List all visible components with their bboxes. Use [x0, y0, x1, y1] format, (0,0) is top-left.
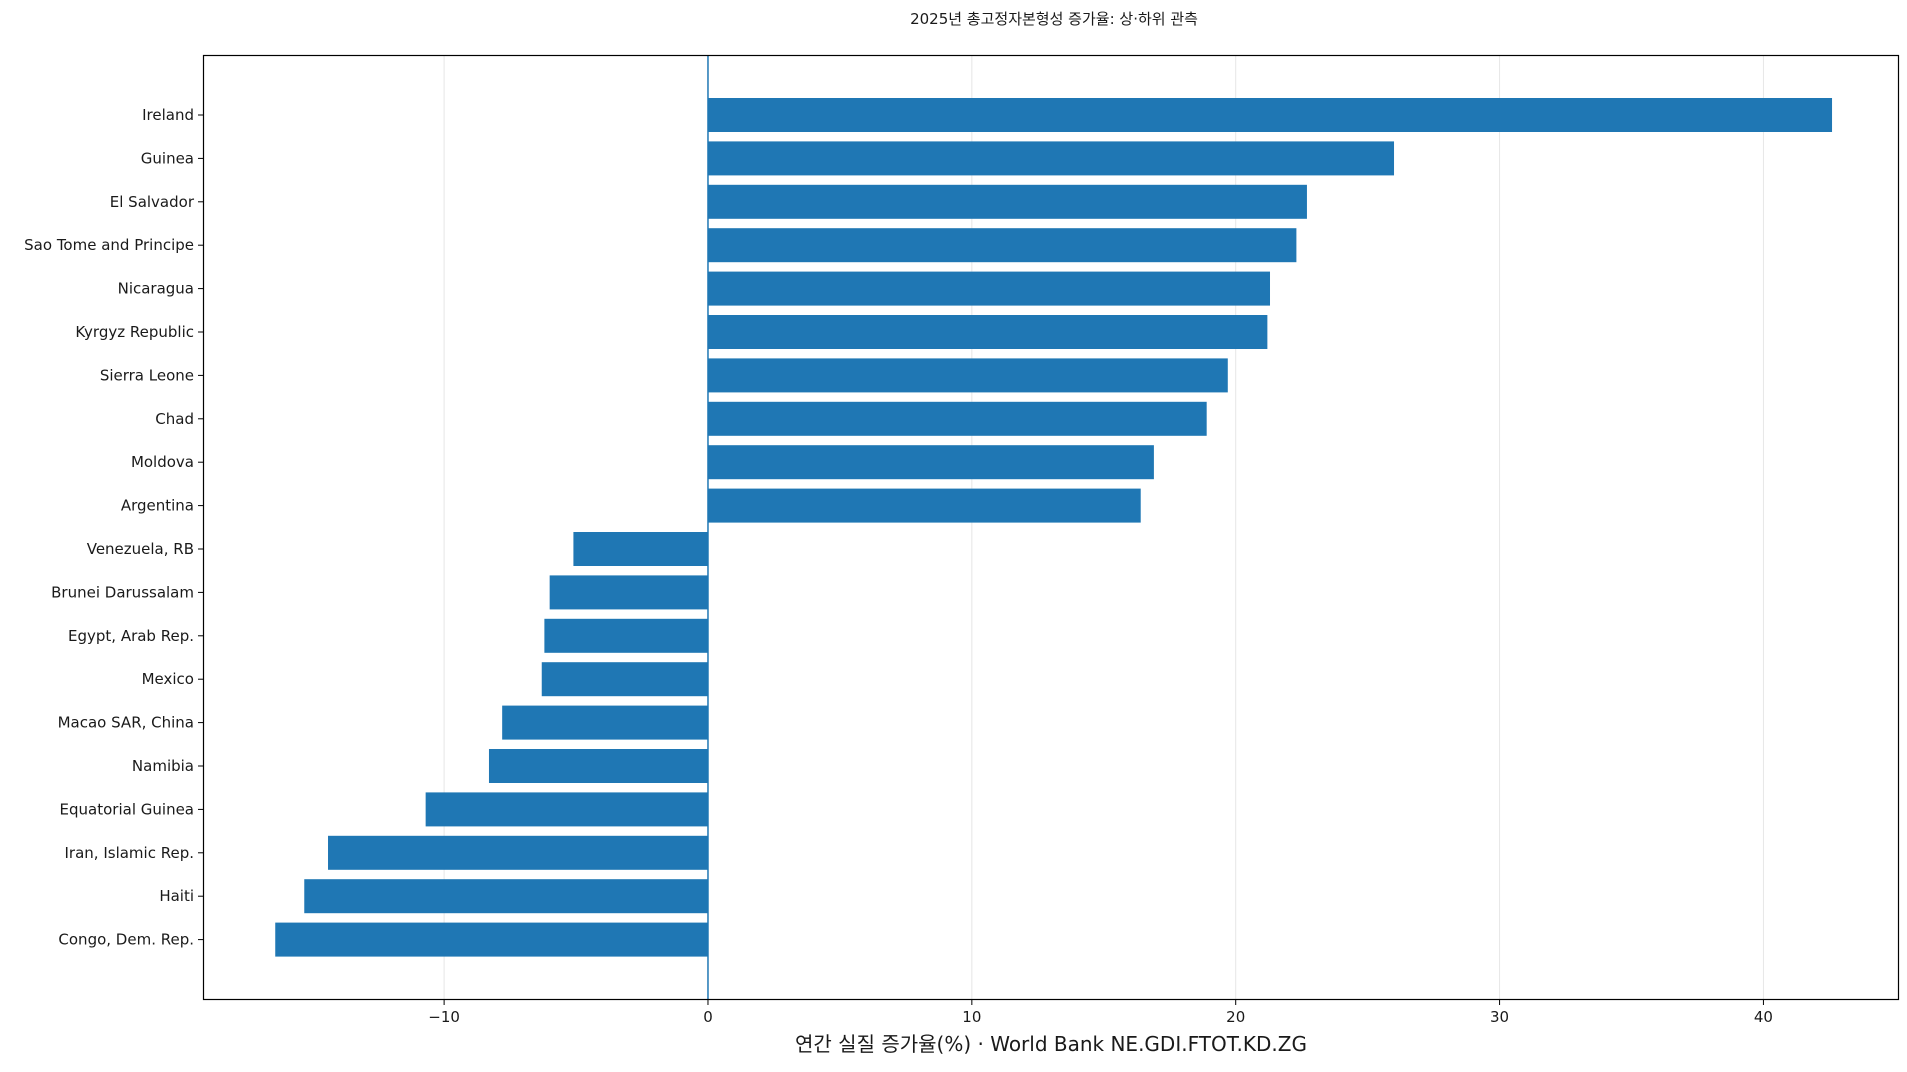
- y-tick-label: Sao Tome and Principe: [24, 236, 194, 254]
- bar: [275, 922, 708, 957]
- x-tick-label: 20: [1226, 1008, 1245, 1026]
- bars: [275, 98, 1833, 957]
- y-tick-label: Egypt, Arab Rep.: [68, 627, 194, 645]
- bar: [707, 401, 1207, 436]
- bar: [328, 835, 708, 870]
- x-tick-label: 40: [1754, 1008, 1773, 1026]
- bar: [573, 532, 708, 566]
- x-tick-label: 0: [703, 1008, 713, 1026]
- y-axis: Ireland Guinea El Salvador Sao Tome and Pri…: [24, 106, 204, 949]
- y-tick-label: Mexico: [142, 670, 194, 688]
- y-tick-label: Macao SAR, China: [58, 714, 194, 732]
- y-tick-label: Chad: [155, 410, 194, 428]
- plot-frame: [202, 54, 1900, 1001]
- bar: [541, 662, 708, 697]
- x-tick-label: 10: [962, 1008, 981, 1026]
- bar: [544, 618, 708, 653]
- bar: [707, 315, 1268, 349]
- bar: [425, 792, 708, 827]
- y-tick-label: Namibia: [132, 757, 194, 775]
- y-tick-label: Equatorial Guinea: [60, 800, 194, 818]
- bar: [502, 705, 708, 740]
- bar: [707, 271, 1271, 306]
- bar: [707, 184, 1307, 219]
- y-tick-label: Guinea: [141, 149, 194, 167]
- bar: [707, 358, 1228, 393]
- y-tick-label: Sierra Leone: [100, 366, 194, 384]
- bar: [304, 879, 708, 914]
- x-axis: −10 0 10 20 30 40: [428, 999, 1773, 1026]
- bar: [707, 228, 1297, 263]
- y-tick-label: Argentina: [121, 497, 194, 515]
- y-tick-label: Iran, Islamic Rep.: [65, 844, 195, 862]
- x-tick-label: −10: [428, 1008, 460, 1026]
- bar: [549, 575, 708, 610]
- y-tick-label: Ireland: [142, 106, 194, 124]
- bar: [707, 98, 1833, 132]
- y-tick-label: Brunei Darussalam: [51, 583, 194, 601]
- y-tick-label: Moldova: [131, 453, 194, 471]
- chart-title: 2025년 총고정자본형성 증가율: 상·하위 관측: [910, 10, 1198, 28]
- bar: [707, 445, 1154, 480]
- y-tick-label: Haiti: [159, 887, 194, 905]
- y-tick-label: Kyrgyz Republic: [75, 323, 194, 341]
- x-tick-label: 30: [1490, 1008, 1509, 1026]
- bar: [488, 749, 708, 783]
- y-tick-label: El Salvador: [110, 193, 195, 211]
- y-tick-label: Nicaragua: [118, 280, 194, 298]
- y-tick-label: Venezuela, RB: [87, 540, 194, 558]
- x-axis-title: 연간 실질 증가율(%) · World Bank NE.GDI.FTOT.KD…: [795, 1032, 1307, 1056]
- bar: [707, 141, 1395, 176]
- y-tick-label: Congo, Dem. Rep.: [58, 931, 194, 949]
- bar: [707, 488, 1141, 523]
